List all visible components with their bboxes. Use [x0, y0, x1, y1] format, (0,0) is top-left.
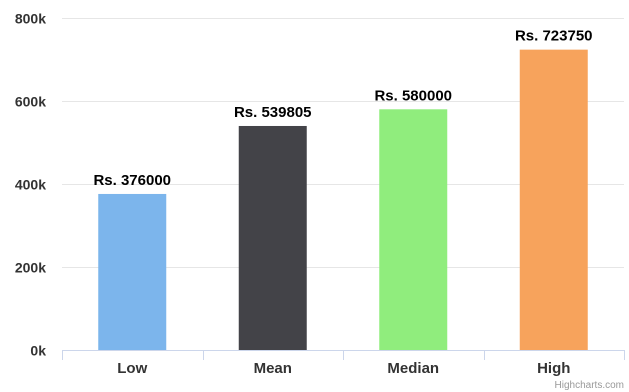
data-labels: Rs. 376000 Rs. 539805 Rs. 580000 Rs. 723750	[93, 28, 592, 189]
y-tick-label: 600k	[15, 94, 46, 110]
bars	[98, 49, 588, 351]
y-tick-label: 200k	[15, 260, 46, 276]
y-tick-label: 0k	[30, 343, 46, 359]
x-tick-label: Mean	[254, 360, 292, 377]
data-label: Rs. 723750	[515, 28, 593, 45]
credits-link[interactable]: Highcharts.com	[555, 380, 624, 391]
y-tick-label: 400k	[15, 177, 46, 193]
data-label: Rs. 376000	[93, 172, 171, 189]
x-axis: Low Mean Median High	[62, 350, 625, 377]
data-label: Rs. 580000	[374, 87, 452, 104]
bar-median[interactable]	[379, 109, 448, 350]
data-label: Rs. 539805	[234, 104, 312, 121]
x-tick-label: Low	[117, 360, 147, 377]
bar-low[interactable]	[98, 193, 167, 350]
y-axis-labels: 0k 200k 400k 600k 800k	[15, 11, 46, 359]
bar-mean[interactable]	[238, 125, 307, 350]
x-tick-label: High	[537, 360, 570, 377]
bar-high[interactable]	[519, 49, 588, 351]
x-tick-label: Median	[387, 360, 439, 377]
y-tick-label: 800k	[15, 11, 46, 27]
